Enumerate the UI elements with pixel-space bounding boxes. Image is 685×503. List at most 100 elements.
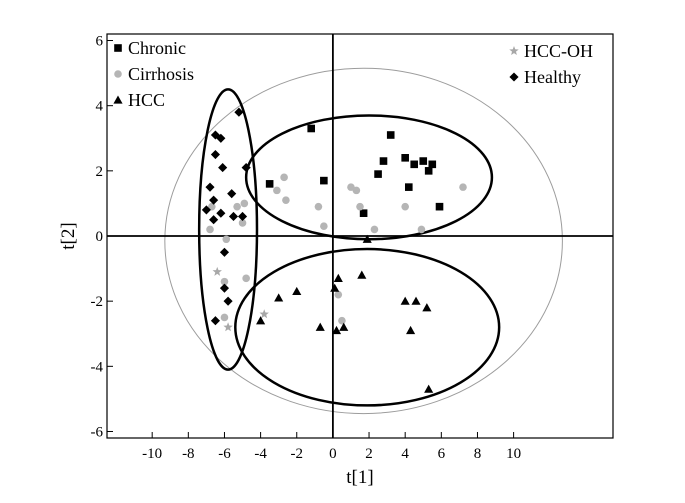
legend-marker-hcc	[113, 95, 123, 104]
x-tick-label: -6	[218, 446, 231, 462]
point-hcc	[339, 322, 349, 331]
legend-label-healthy: Healthy	[524, 67, 581, 87]
point-healthy	[228, 211, 239, 222]
point-hcc	[333, 273, 343, 283]
x-tick-label: -4	[254, 446, 267, 462]
legend-marker-hcc-oh	[509, 46, 519, 55]
legend-left: Chronic Cirrhosis HCC	[113, 38, 194, 110]
x-axis-title: t[1]	[346, 467, 373, 488]
x-tick-label: -8	[182, 446, 195, 462]
point-chronic	[428, 160, 437, 169]
point-chronic	[386, 131, 395, 139]
point-cirrhosis	[314, 202, 323, 211]
point-healthy	[210, 316, 220, 326]
point-hcc	[292, 286, 302, 296]
point-chronic	[410, 160, 419, 169]
y-tick-label: -4	[91, 359, 104, 375]
point-healthy	[216, 133, 226, 143]
point-cirrhosis	[280, 173, 288, 182]
point-hcc	[406, 325, 416, 335]
point-cirrhosis	[242, 274, 250, 283]
legend-label-hcc-oh: HCC-OH	[524, 41, 593, 61]
point-cirrhosis	[273, 186, 281, 195]
y-axis-title: t[2]	[58, 222, 79, 249]
point-cirrhosis	[238, 219, 247, 227]
point-chronic	[435, 202, 444, 211]
point-cirrhosis	[370, 225, 379, 234]
cluster-healthy	[197, 88, 259, 371]
x-tick-label: 0	[329, 446, 337, 462]
y-tick-label: -6	[91, 424, 104, 440]
x-tick-label: 6	[438, 446, 446, 462]
legend-marker-healthy	[509, 72, 519, 82]
points-layer	[201, 107, 467, 393]
point-healthy	[205, 182, 215, 192]
point-hcc	[424, 384, 434, 393]
point-hcc	[330, 283, 340, 292]
point-hcc-oh	[223, 322, 233, 332]
x-tick-label: 4	[401, 446, 409, 462]
point-hcc	[256, 316, 266, 325]
point-healthy	[227, 189, 237, 199]
axes-layer	[107, 34, 613, 438]
point-healthy	[218, 163, 228, 173]
point-cirrhosis	[338, 316, 346, 325]
point-chronic	[379, 157, 388, 165]
y-tick-label: 6	[96, 34, 104, 50]
point-cirrhosis	[208, 202, 216, 211]
x-tick-label: 2	[365, 446, 373, 462]
point-cirrhosis	[356, 202, 364, 211]
point-cirrhosis	[282, 196, 290, 204]
x-tick-label: 10	[506, 446, 521, 462]
point-healthy	[209, 215, 219, 225]
legend-label-chronic: Chronic	[128, 38, 186, 58]
point-cirrhosis	[220, 277, 229, 286]
point-chronic	[265, 180, 274, 188]
point-chronic	[401, 154, 409, 162]
legend-label-hcc: HCC	[128, 90, 165, 110]
point-healthy	[219, 283, 230, 293]
point-healthy	[201, 205, 211, 215]
point-healthy	[234, 107, 244, 117]
confidence-ellipse	[164, 67, 563, 415]
y-tick-label: 4	[96, 99, 104, 115]
point-hcc	[331, 325, 342, 335]
point-healthy	[237, 211, 248, 222]
point-healthy	[216, 208, 226, 218]
point-chronic	[374, 170, 382, 178]
x-tick-label: 8	[474, 446, 482, 462]
y-tick-label: -2	[91, 294, 104, 310]
point-chronic	[359, 209, 368, 217]
point-chronic	[424, 167, 433, 175]
point-cirrhosis	[220, 313, 229, 322]
point-hcc	[274, 293, 284, 302]
y-tick-label: 0	[96, 229, 104, 245]
point-hcc	[400, 296, 410, 305]
point-healthy	[241, 163, 251, 173]
point-healthy	[209, 195, 219, 205]
legend-label-cirrhosis: Cirrhosis	[128, 64, 194, 84]
point-healthy	[223, 296, 233, 306]
legend-marker-chronic	[114, 44, 122, 52]
point-chronic	[419, 157, 428, 165]
point-hcc	[357, 270, 367, 279]
point-hcc	[315, 322, 325, 331]
point-hcc	[362, 234, 372, 243]
ticks-layer: -10 -8 -6 -4 -2 0 2 4 6 8 10 6 4 2 0 -2 -4 -6	[91, 34, 522, 462]
point-cirrhosis	[233, 202, 241, 211]
point-cirrhosis	[334, 290, 343, 299]
point-cirrhosis	[240, 199, 249, 208]
point-chronic	[404, 183, 413, 191]
point-cirrhosis	[320, 222, 328, 231]
legend-right: HCC-OH Healthy	[509, 41, 593, 87]
point-cirrhosis	[206, 225, 214, 234]
point-hcc	[411, 296, 421, 305]
point-chronic	[307, 124, 316, 133]
point-cirrhosis	[352, 186, 361, 195]
point-chronic	[320, 176, 328, 185]
y-tick-label: 2	[96, 164, 104, 180]
point-cirrhosis	[459, 183, 467, 191]
point-cirrhosis	[417, 225, 426, 234]
point-healthy	[219, 247, 230, 257]
